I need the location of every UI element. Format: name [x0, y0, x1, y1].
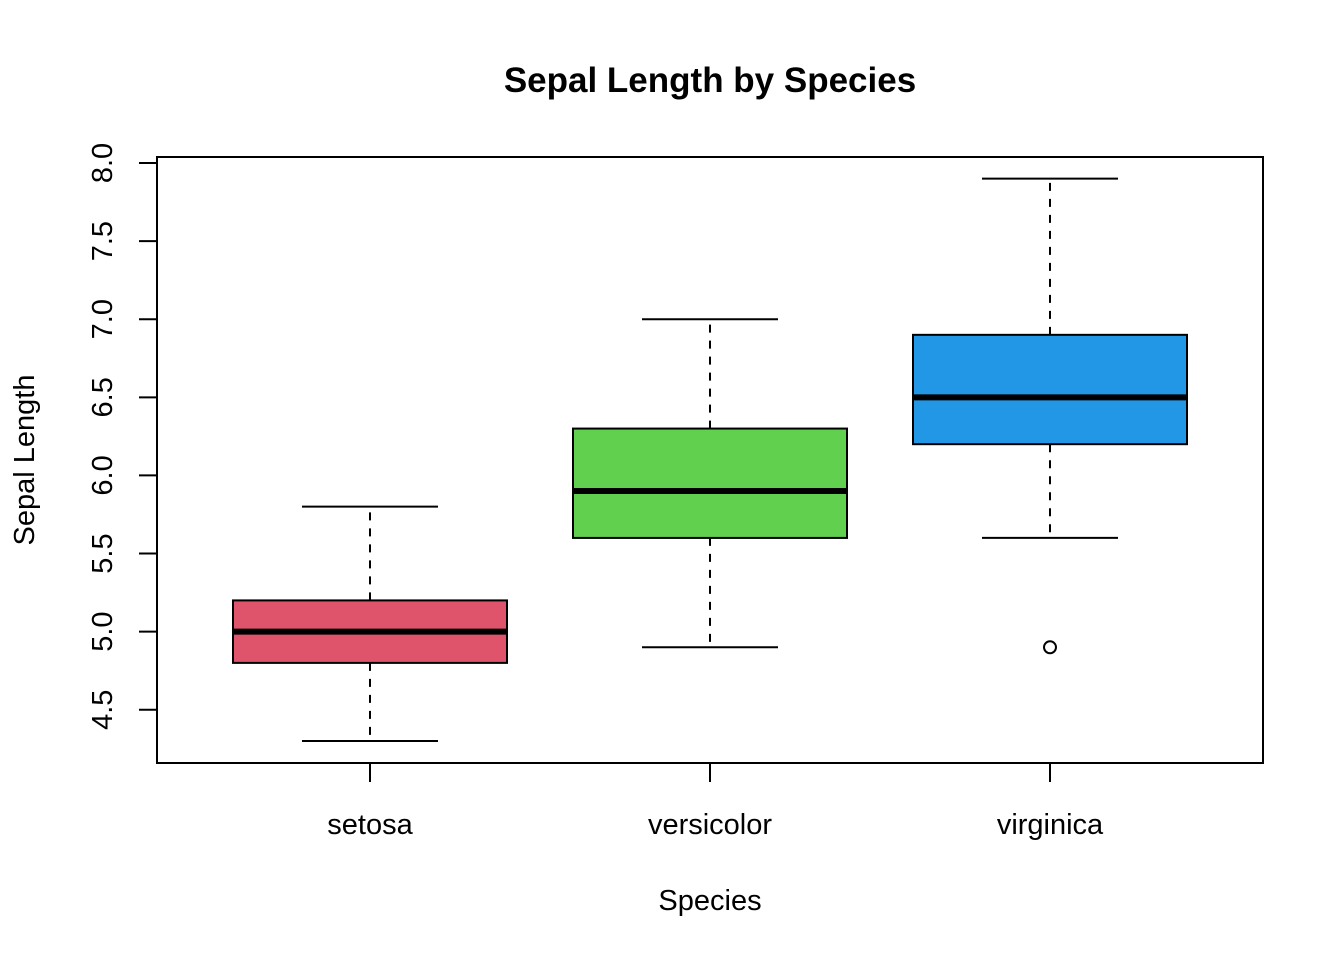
y-tick-label-2: 5.5 — [87, 533, 119, 573]
outlier-virginica-0 — [1043, 640, 1057, 655]
box-group-setosa — [232, 505, 508, 742]
box-group-virginica — [912, 177, 1188, 655]
box-series — [232, 177, 1188, 742]
x-tick-label-versicolor: versicolor — [648, 809, 772, 841]
x-tick-label-setosa: setosa — [327, 809, 413, 841]
box-virginica — [912, 333, 1188, 446]
y-tick-label-1: 5.0 — [87, 611, 119, 651]
chart-title: Sepal Length by Species — [504, 61, 916, 100]
y-tick-label-5: 7.0 — [87, 299, 119, 339]
y-tick-label-7: 8.0 — [87, 143, 119, 183]
y-axis: 4.5 5.0 5.5 6.0 6.5 7.0 7.5 8.0 — [87, 143, 158, 730]
x-axis-title: Species — [658, 885, 761, 917]
x-axis: setosa versicolor virginica — [327, 763, 1104, 841]
y-tick-label-0: 4.5 — [87, 690, 119, 730]
y-tick-label-3: 6.0 — [87, 455, 119, 495]
y-tick-label-4: 6.5 — [87, 377, 119, 417]
y-tick-label-6: 7.5 — [87, 221, 119, 261]
box-group-versicolor — [572, 318, 848, 649]
y-axis-title: Sepal Length — [9, 375, 41, 546]
x-tick-label-virginica: virginica — [997, 809, 1104, 841]
box-versicolor — [572, 427, 848, 539]
